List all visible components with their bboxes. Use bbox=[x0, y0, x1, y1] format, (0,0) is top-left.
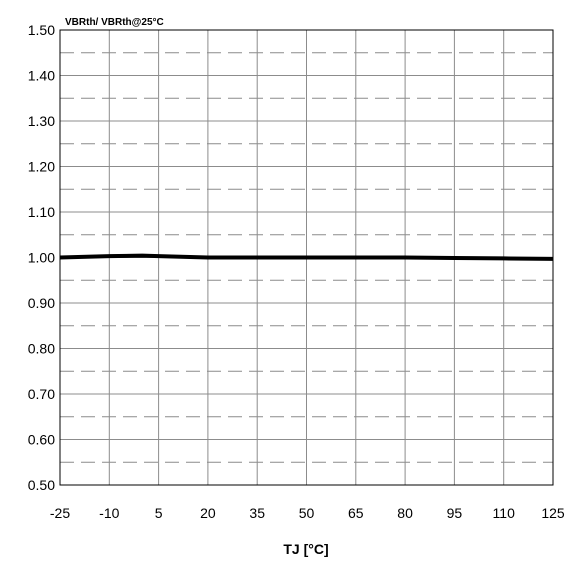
x-tick-label: 50 bbox=[299, 505, 315, 521]
x-tick-label: 95 bbox=[447, 505, 463, 521]
y-tick-label: 1.30 bbox=[28, 113, 55, 129]
y-tick-label: 1.10 bbox=[28, 204, 55, 220]
y-tick-label: 1.20 bbox=[28, 159, 55, 175]
y-tick-label: 0.60 bbox=[28, 432, 55, 448]
series-line-0 bbox=[59, 253, 554, 261]
x-tick-label: 20 bbox=[200, 505, 216, 521]
y-tick-label: 1.50 bbox=[28, 22, 55, 38]
y-tick-label: 0.90 bbox=[28, 295, 55, 311]
y-tick-label: 1.00 bbox=[28, 250, 55, 266]
x-tick-label: 5 bbox=[155, 505, 163, 521]
x-tick-labels: -25 -10 5 20 35 50 65 80 95 110 125 bbox=[50, 505, 565, 521]
y-tick-label: 0.70 bbox=[28, 386, 55, 402]
y-axis-title: VBRth/ VBRth@25°C bbox=[65, 17, 164, 28]
x-tick-label: 35 bbox=[249, 505, 265, 521]
series-layer bbox=[59, 253, 554, 261]
x-axis-title: TJ [°C] bbox=[283, 541, 328, 557]
x-tick-label: 65 bbox=[348, 505, 364, 521]
x-tick-label: 80 bbox=[397, 505, 413, 521]
plot-frame bbox=[59, 29, 554, 486]
y-tick-labels: 0.50 0.60 0.70 0.80 0.90 1.00 1.10 1.20 1.30 1.40… bbox=[28, 22, 55, 493]
x-tick-label: -25 bbox=[50, 505, 70, 521]
x-tick-label: -10 bbox=[99, 505, 119, 521]
x-tick-label: 110 bbox=[493, 505, 516, 521]
x-tick-label: 125 bbox=[541, 505, 565, 521]
y-tick-label: 1.40 bbox=[28, 68, 55, 84]
y-tick-label: 0.50 bbox=[28, 477, 55, 493]
y-tick-label: 0.80 bbox=[28, 341, 55, 357]
